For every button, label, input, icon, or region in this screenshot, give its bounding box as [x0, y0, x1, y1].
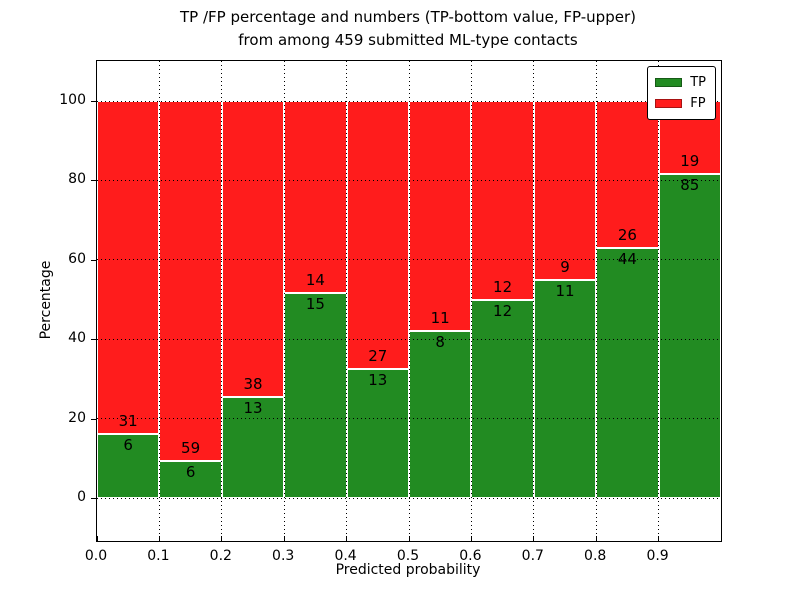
x-tick-mark	[158, 536, 160, 541]
legend-item-tp: TP	[655, 72, 706, 93]
tp-bar-segment	[471, 299, 534, 498]
y-tick-mark	[91, 101, 96, 102]
gridline-vertical	[158, 61, 160, 541]
x-tick-label: 0.8	[584, 548, 607, 564]
tp-count-label: 44	[617, 250, 637, 269]
x-tick-label: 0.6	[459, 548, 482, 564]
fp-count-label: 27	[368, 346, 388, 365]
tp-bar-segment	[97, 433, 160, 498]
x-tick-mark	[595, 536, 597, 541]
fp-legend-label: FP	[690, 96, 706, 111]
fp-count-label: 19	[680, 151, 700, 170]
fp-count-label: 26	[617, 226, 637, 245]
fp-bar-segment	[221, 101, 285, 397]
tp-bar-segment	[221, 396, 285, 498]
tp-count-label: 8	[435, 332, 445, 351]
y-tick-label: 20	[68, 409, 86, 426]
tp-count-label: 13	[243, 398, 263, 417]
x-tick-label: 0.4	[334, 548, 357, 564]
x-tick-mark	[96, 536, 98, 541]
tp-count-label: 6	[185, 463, 196, 482]
y-tick-label: 40	[68, 330, 86, 347]
x-tick-label: 0.7	[521, 548, 544, 564]
x-tick-mark	[283, 536, 285, 541]
y-tick-mark	[91, 498, 96, 499]
fp-bar-segment	[596, 101, 659, 249]
tp-count-label: 11	[555, 281, 575, 300]
plot-area: TP FP 31 6 59 6 38 13 14 15 27 13 11 8 12 12 9 11 26 44 19…	[91, 60, 722, 542]
x-tick-mark	[346, 536, 348, 541]
fp-legend-swatch	[655, 99, 683, 108]
tp-bar-segment	[159, 461, 222, 498]
gridline-vertical	[408, 61, 410, 541]
x-tick-label: 0.1	[147, 548, 170, 564]
x-tick-label: 0.5	[396, 548, 420, 564]
gridline-vertical	[283, 61, 285, 541]
gridline-vertical	[595, 61, 597, 541]
fp-count-label: 31	[118, 411, 138, 430]
x-tick-mark	[221, 536, 223, 541]
y-tick-mark	[91, 259, 96, 261]
y-tick-label: 60	[68, 250, 86, 267]
y-tick-mark	[91, 418, 96, 420]
tp-count-label: 15	[305, 294, 325, 313]
gridline-vertical	[533, 61, 535, 541]
fp-bar-segment	[533, 101, 597, 280]
fp-count-label: 9	[560, 257, 570, 276]
tp-bar-segment	[533, 279, 597, 498]
x-tick-mark	[533, 536, 535, 541]
fp-count-label: 59	[181, 439, 201, 458]
tp-count-label: 6	[123, 435, 133, 454]
x-tick-mark	[658, 536, 660, 541]
y-tick-mark	[91, 339, 96, 341]
x-tick-mark	[720, 536, 722, 541]
x-axis-label: Predicted probability	[335, 562, 481, 578]
tp-bar-segment	[346, 368, 409, 498]
gridline-vertical	[658, 61, 660, 541]
chart-title-line2: from among 459 submitted ML-type contact…	[238, 31, 578, 49]
tp-bar-segment	[409, 330, 472, 498]
fp-count-label: 14	[305, 270, 325, 289]
chart-title-line1: TP /FP percentage and numbers (TP-bottom…	[180, 8, 636, 26]
fp-bar-segment	[346, 101, 409, 369]
y-tick-label: 80	[68, 171, 86, 188]
y-tick-label: 0	[77, 489, 86, 505]
gridline-vertical	[221, 61, 223, 541]
tp-count-label: 13	[368, 370, 388, 389]
fp-count-label: 12	[493, 277, 513, 296]
x-tick-mark	[408, 536, 410, 541]
tp-legend-label: TP	[690, 75, 706, 90]
y-tick-label: 100	[59, 92, 86, 108]
y-tick-mark	[91, 180, 96, 182]
fp-bar-segment	[471, 101, 534, 300]
fp-bar-segment	[159, 101, 222, 462]
x-tick-label: 0.3	[272, 548, 295, 564]
x-tick-label: 0.9	[646, 548, 669, 564]
tp-bar-segment	[284, 292, 347, 498]
fp-bar-segment	[284, 101, 347, 293]
fp-count-label: 38	[243, 374, 263, 393]
tp-count-label: 12	[493, 301, 513, 320]
fp-bar-segment	[409, 101, 472, 331]
x-tick-label: 0.2	[209, 548, 232, 564]
x-tick-mark	[470, 536, 472, 541]
fp-bar-segment	[97, 101, 160, 434]
tp-bar-segment	[658, 173, 721, 498]
tp-legend-swatch	[655, 78, 683, 87]
fp-count-label: 11	[430, 308, 450, 327]
x-tick-label: 0.0	[84, 548, 108, 564]
tp-bar-segment	[596, 248, 659, 498]
chart-title: TP /FP percentage and numbers (TP-bottom…	[96, 6, 720, 52]
gridline-vertical	[346, 61, 348, 541]
legend-item-fp: FP	[655, 93, 706, 114]
gridline-vertical	[470, 61, 472, 541]
tp-count-label: 85	[680, 175, 700, 194]
legend: TP FP	[647, 66, 716, 120]
